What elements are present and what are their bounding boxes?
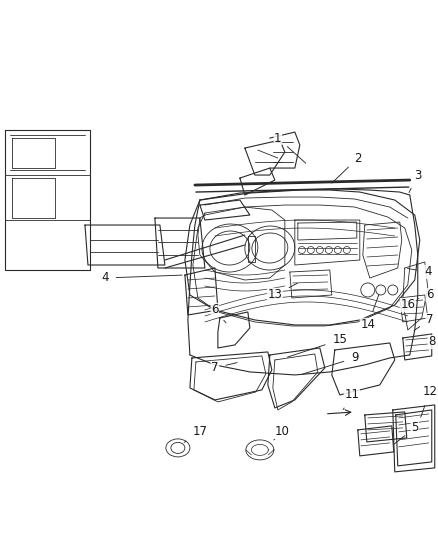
Text: 6: 6 xyxy=(417,288,434,302)
Text: 5: 5 xyxy=(394,422,418,444)
Text: 2: 2 xyxy=(332,151,361,183)
Text: 1: 1 xyxy=(274,132,306,163)
Text: 6: 6 xyxy=(211,303,226,323)
Text: 12: 12 xyxy=(421,385,437,417)
Text: 9: 9 xyxy=(303,351,359,374)
Text: 8: 8 xyxy=(428,335,435,349)
Text: 16: 16 xyxy=(400,298,415,311)
Text: 17: 17 xyxy=(184,425,207,442)
Text: 3: 3 xyxy=(409,168,421,192)
Text: 15: 15 xyxy=(287,334,347,357)
Text: 10: 10 xyxy=(274,425,289,440)
Text: 11: 11 xyxy=(343,389,359,409)
Text: 4: 4 xyxy=(407,265,431,279)
Text: 4: 4 xyxy=(101,271,182,285)
Text: 7: 7 xyxy=(414,313,434,330)
Text: 14: 14 xyxy=(360,295,379,332)
Text: 13: 13 xyxy=(268,283,297,302)
Text: 7: 7 xyxy=(211,361,237,375)
